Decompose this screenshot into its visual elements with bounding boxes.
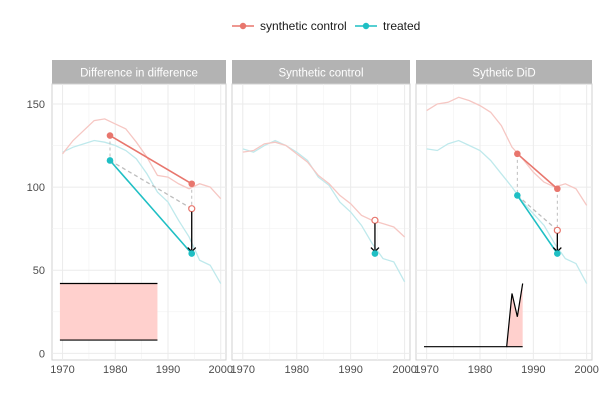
synthetic-post-point	[554, 185, 561, 193]
legend: synthetic control treated	[232, 19, 420, 33]
panel-strip	[416, 60, 592, 84]
y-tick-label: 150	[27, 99, 45, 111]
panel-synthetic-did: Sythetic DiD 1970 1980 1990 2000	[414, 60, 599, 376]
legend-dot-treated	[362, 22, 370, 30]
y-tick-label: 50	[33, 265, 45, 277]
panel-title: Difference in difference	[80, 68, 198, 80]
panel-title: Synthetic control	[278, 68, 363, 80]
treated-pre-point	[106, 157, 114, 164]
weights-area	[506, 283, 523, 347]
x-tick-label: 2000	[392, 364, 416, 376]
panel-background	[231, 83, 411, 361]
x-tick-label: 2000	[574, 364, 598, 376]
x-axis-ticks: 1970 1980 1990 2000	[414, 364, 598, 376]
x-tick-label: 2000	[208, 364, 232, 376]
synthetic-pre-point	[514, 150, 521, 158]
weights-line	[424, 283, 524, 348]
panel-strip	[232, 60, 410, 84]
x-tick-label: 1990	[521, 364, 545, 376]
synthetic-change-segment	[516, 153, 558, 190]
time-weights	[424, 283, 524, 348]
x-tick-label: 1970	[414, 364, 438, 376]
x-tick-label: 1970	[50, 364, 74, 376]
y-axis-ticks: 0 50 100 150	[27, 99, 45, 360]
x-tick-label: 1970	[231, 364, 255, 376]
panel-synthetic-control: Synthetic control 1970 1980 1990 2000	[231, 60, 417, 376]
panel-difference-in-difference: Difference in difference 1970 1980 1990 200…	[50, 60, 233, 376]
treated-change-segment	[516, 194, 558, 255]
legend-entry-synthetic-control: synthetic control	[232, 19, 347, 33]
treated-post-point	[188, 250, 196, 257]
legend-entry-treated: treated	[355, 19, 420, 33]
x-tick-label: 1980	[103, 364, 127, 376]
y-tick-label: 0	[39, 348, 45, 360]
panel-strip	[52, 60, 226, 84]
estimate-annotation	[514, 150, 562, 257]
treated-pre-point	[514, 192, 521, 199]
counterfactual-point	[371, 216, 379, 224]
x-axis-ticks: 1970 1980 1990 2000	[231, 364, 417, 376]
synthetic-series-line	[426, 96, 588, 206]
x-tick-label: 1980	[468, 364, 492, 376]
time-weights	[59, 282, 158, 341]
panel-grid	[416, 84, 592, 360]
estimate-annotation	[370, 216, 380, 257]
counterfactual-point	[553, 226, 561, 234]
treated-post-point	[371, 250, 379, 257]
x-tick-label: 1990	[338, 364, 362, 376]
legend-dot-synthetic-control	[239, 22, 247, 30]
treated-post-point	[554, 250, 561, 257]
legend-label-treated: treated	[383, 19, 420, 33]
synthetic-series-line	[62, 118, 222, 200]
panel-title: Sythetic DiD	[472, 68, 535, 80]
y-tick-label: 100	[27, 182, 45, 194]
synthetic-change-segment	[109, 134, 193, 185]
x-tick-label: 1980	[284, 364, 308, 376]
synthetic-pre-point	[106, 132, 114, 139]
treated-change-segment	[109, 159, 193, 255]
x-axis-ticks: 1970 1980 1990 2000	[50, 364, 233, 376]
counterfactual-point	[188, 205, 196, 213]
x-tick-label: 1990	[156, 364, 180, 376]
legend-label-synthetic-control: synthetic control	[260, 19, 347, 33]
counterfactual-trend	[109, 159, 193, 210]
weights-area	[59, 283, 158, 341]
estimate-annotation	[106, 132, 197, 257]
synthetic-post-point	[188, 180, 196, 188]
counterfactual-trend	[516, 194, 558, 231]
panel-background	[415, 83, 593, 361]
